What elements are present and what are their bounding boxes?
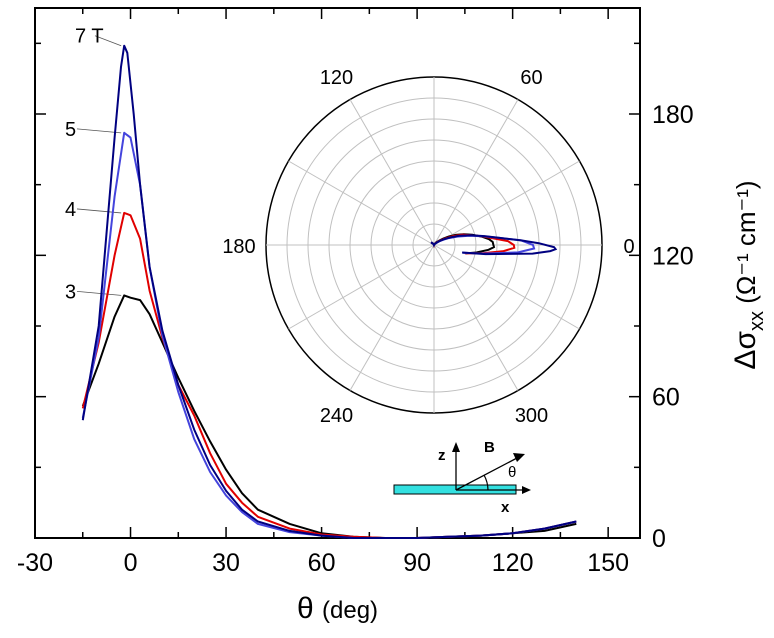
polar-angle-label: 60 (520, 67, 542, 89)
series-label-leader (76, 128, 122, 134)
x-axis-title: θ (deg) (297, 592, 378, 625)
polar-angle-label: 0 (623, 236, 634, 258)
polar-angle-label: 180 (222, 236, 255, 258)
series-label-leader (94, 35, 122, 47)
x-axis-arrowhead (522, 486, 531, 494)
series-label: 4 (65, 199, 76, 221)
polar-spoke (433, 160, 580, 246)
x-tick-label: 150 (587, 549, 629, 577)
angle-arc (483, 474, 489, 491)
y-axis-title: Δσxx (Ω⁻¹ cm⁻¹) (729, 180, 768, 369)
polar-spoke (433, 244, 519, 391)
y-tick-label: 0 (652, 525, 666, 553)
series-label-leader (76, 290, 122, 296)
series-label: 3 (65, 281, 76, 303)
polar-angle-label: 120 (320, 67, 353, 89)
field-vector-arrowhead (513, 453, 525, 462)
z-axis-arrowhead (452, 442, 460, 452)
polar-spoke (349, 244, 435, 391)
y-tick-label: 180 (652, 101, 694, 129)
polar-spoke (433, 244, 580, 330)
polar-spoke (349, 99, 435, 246)
geometry-schematic: z B θ x (393, 439, 531, 516)
x-tick-label: 0 (124, 549, 138, 577)
field-label: B (484, 439, 495, 456)
x-tick-label: 90 (403, 549, 431, 577)
series-label-leader (76, 208, 122, 214)
polar-spoke (288, 244, 435, 330)
x-tick-label: -30 (17, 549, 53, 577)
series-line (81, 44, 577, 539)
x-tick-label: 60 (308, 549, 336, 577)
polar-angle-label: 300 (515, 405, 548, 427)
polar-spoke (288, 160, 435, 246)
x-tick-label: 30 (212, 549, 240, 577)
series-label: 5 (65, 119, 76, 141)
polar-series-line (430, 234, 558, 256)
x-tick-label: 120 (492, 549, 534, 577)
series-line (81, 131, 577, 539)
polar-inset: 0 60 120 180 240 300 (222, 67, 634, 427)
series-label: 7 T (75, 26, 104, 48)
y-tick-label: 120 (652, 242, 694, 270)
x-label: x (501, 499, 510, 516)
polar-angle-label: 240 (320, 405, 353, 427)
z-label: z (438, 447, 446, 464)
angle-label: θ (508, 464, 516, 481)
polar-spoke (433, 99, 519, 246)
plot-frame (34, 7, 641, 539)
y-tick-label: 60 (652, 384, 680, 412)
field-vector-line (455, 457, 518, 491)
